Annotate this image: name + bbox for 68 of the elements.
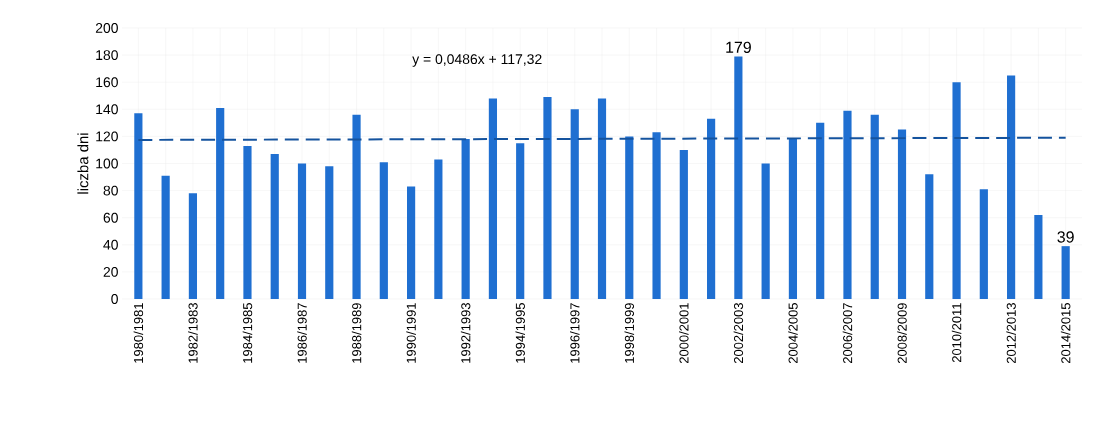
annotation: y = 0,0486x + 117,32: [412, 54, 542, 67]
bar: [1007, 75, 1016, 299]
y-tick-label: 160: [96, 77, 118, 88]
bar: [707, 118, 716, 299]
bar: [1061, 246, 1070, 299]
bar: [625, 136, 634, 299]
bar: [516, 143, 525, 299]
x-tick-label: 1982/1983: [188, 303, 198, 363]
y-tick-label: 80: [103, 185, 118, 196]
bar: [270, 154, 279, 299]
data-label: 39: [1057, 231, 1074, 243]
x-tick-label: 2006/2007: [842, 303, 853, 364]
data-label: 179: [726, 41, 751, 53]
y-axis-title: liczba dni: [77, 133, 89, 194]
y-tick-label: 100: [96, 158, 118, 169]
bar: [188, 193, 197, 299]
bar: [543, 97, 552, 299]
bar: [161, 175, 170, 299]
bar: [843, 110, 852, 299]
bar: [352, 114, 361, 299]
x-tick-label: 1980/1981: [133, 303, 144, 363]
x-tick-label: 1994/1995: [515, 303, 525, 363]
bar: [1034, 214, 1043, 299]
y-tick-label: 20: [103, 266, 118, 277]
x-tick-label: 2002/2003: [733, 303, 744, 364]
x-tick-label: 1984/1985: [242, 303, 253, 363]
bar: [734, 56, 743, 299]
y-tick-label: 180: [96, 50, 118, 61]
bar: [979, 189, 988, 299]
x-tick-label: 1992/1993: [460, 303, 471, 363]
bar: [134, 113, 143, 299]
bar: [216, 107, 225, 299]
y-tick-label: 200: [95, 23, 118, 33]
bar: [488, 98, 498, 299]
bar: [434, 159, 443, 299]
bar: [816, 122, 825, 299]
x-tick-label: 1996/1997: [569, 303, 580, 363]
y-tick-label: 40: [103, 239, 118, 250]
bar: [379, 162, 388, 299]
x-tick-label: 1998/1999: [624, 303, 635, 363]
x-tick-label: 2014/2015: [1060, 303, 1071, 364]
bar: [679, 149, 688, 299]
bar: [461, 139, 470, 299]
x-tick-label: 2010/2011: [951, 303, 962, 363]
y-tick-label: 0: [111, 294, 118, 304]
x-tick-label: 2004/2005: [788, 303, 798, 364]
bar: [652, 132, 661, 299]
y-tick-label: 120: [96, 131, 118, 142]
bar: [570, 109, 579, 299]
x-tick-label: 1988/1989: [351, 303, 362, 363]
bar: [597, 98, 607, 299]
x-tick-label: 1986/1987: [297, 303, 307, 363]
y-tick-label: 140: [96, 104, 118, 115]
bar: [297, 163, 307, 299]
bar: [952, 82, 961, 299]
x-tick-label: 1990/1991: [406, 303, 416, 363]
bar: [407, 186, 416, 299]
x-tick-label: 2012/2013: [1006, 303, 1016, 364]
x-tick-label: 2008/2009: [897, 303, 907, 364]
bar: [761, 163, 770, 299]
bar: [788, 139, 798, 299]
bar: [897, 129, 907, 299]
bar: [870, 114, 879, 299]
y-tick-label: 60: [103, 212, 118, 223]
bar: [243, 145, 252, 299]
bar: [325, 166, 334, 299]
x-tick-label: 2000/2001: [679, 303, 689, 364]
bar: [925, 174, 934, 299]
